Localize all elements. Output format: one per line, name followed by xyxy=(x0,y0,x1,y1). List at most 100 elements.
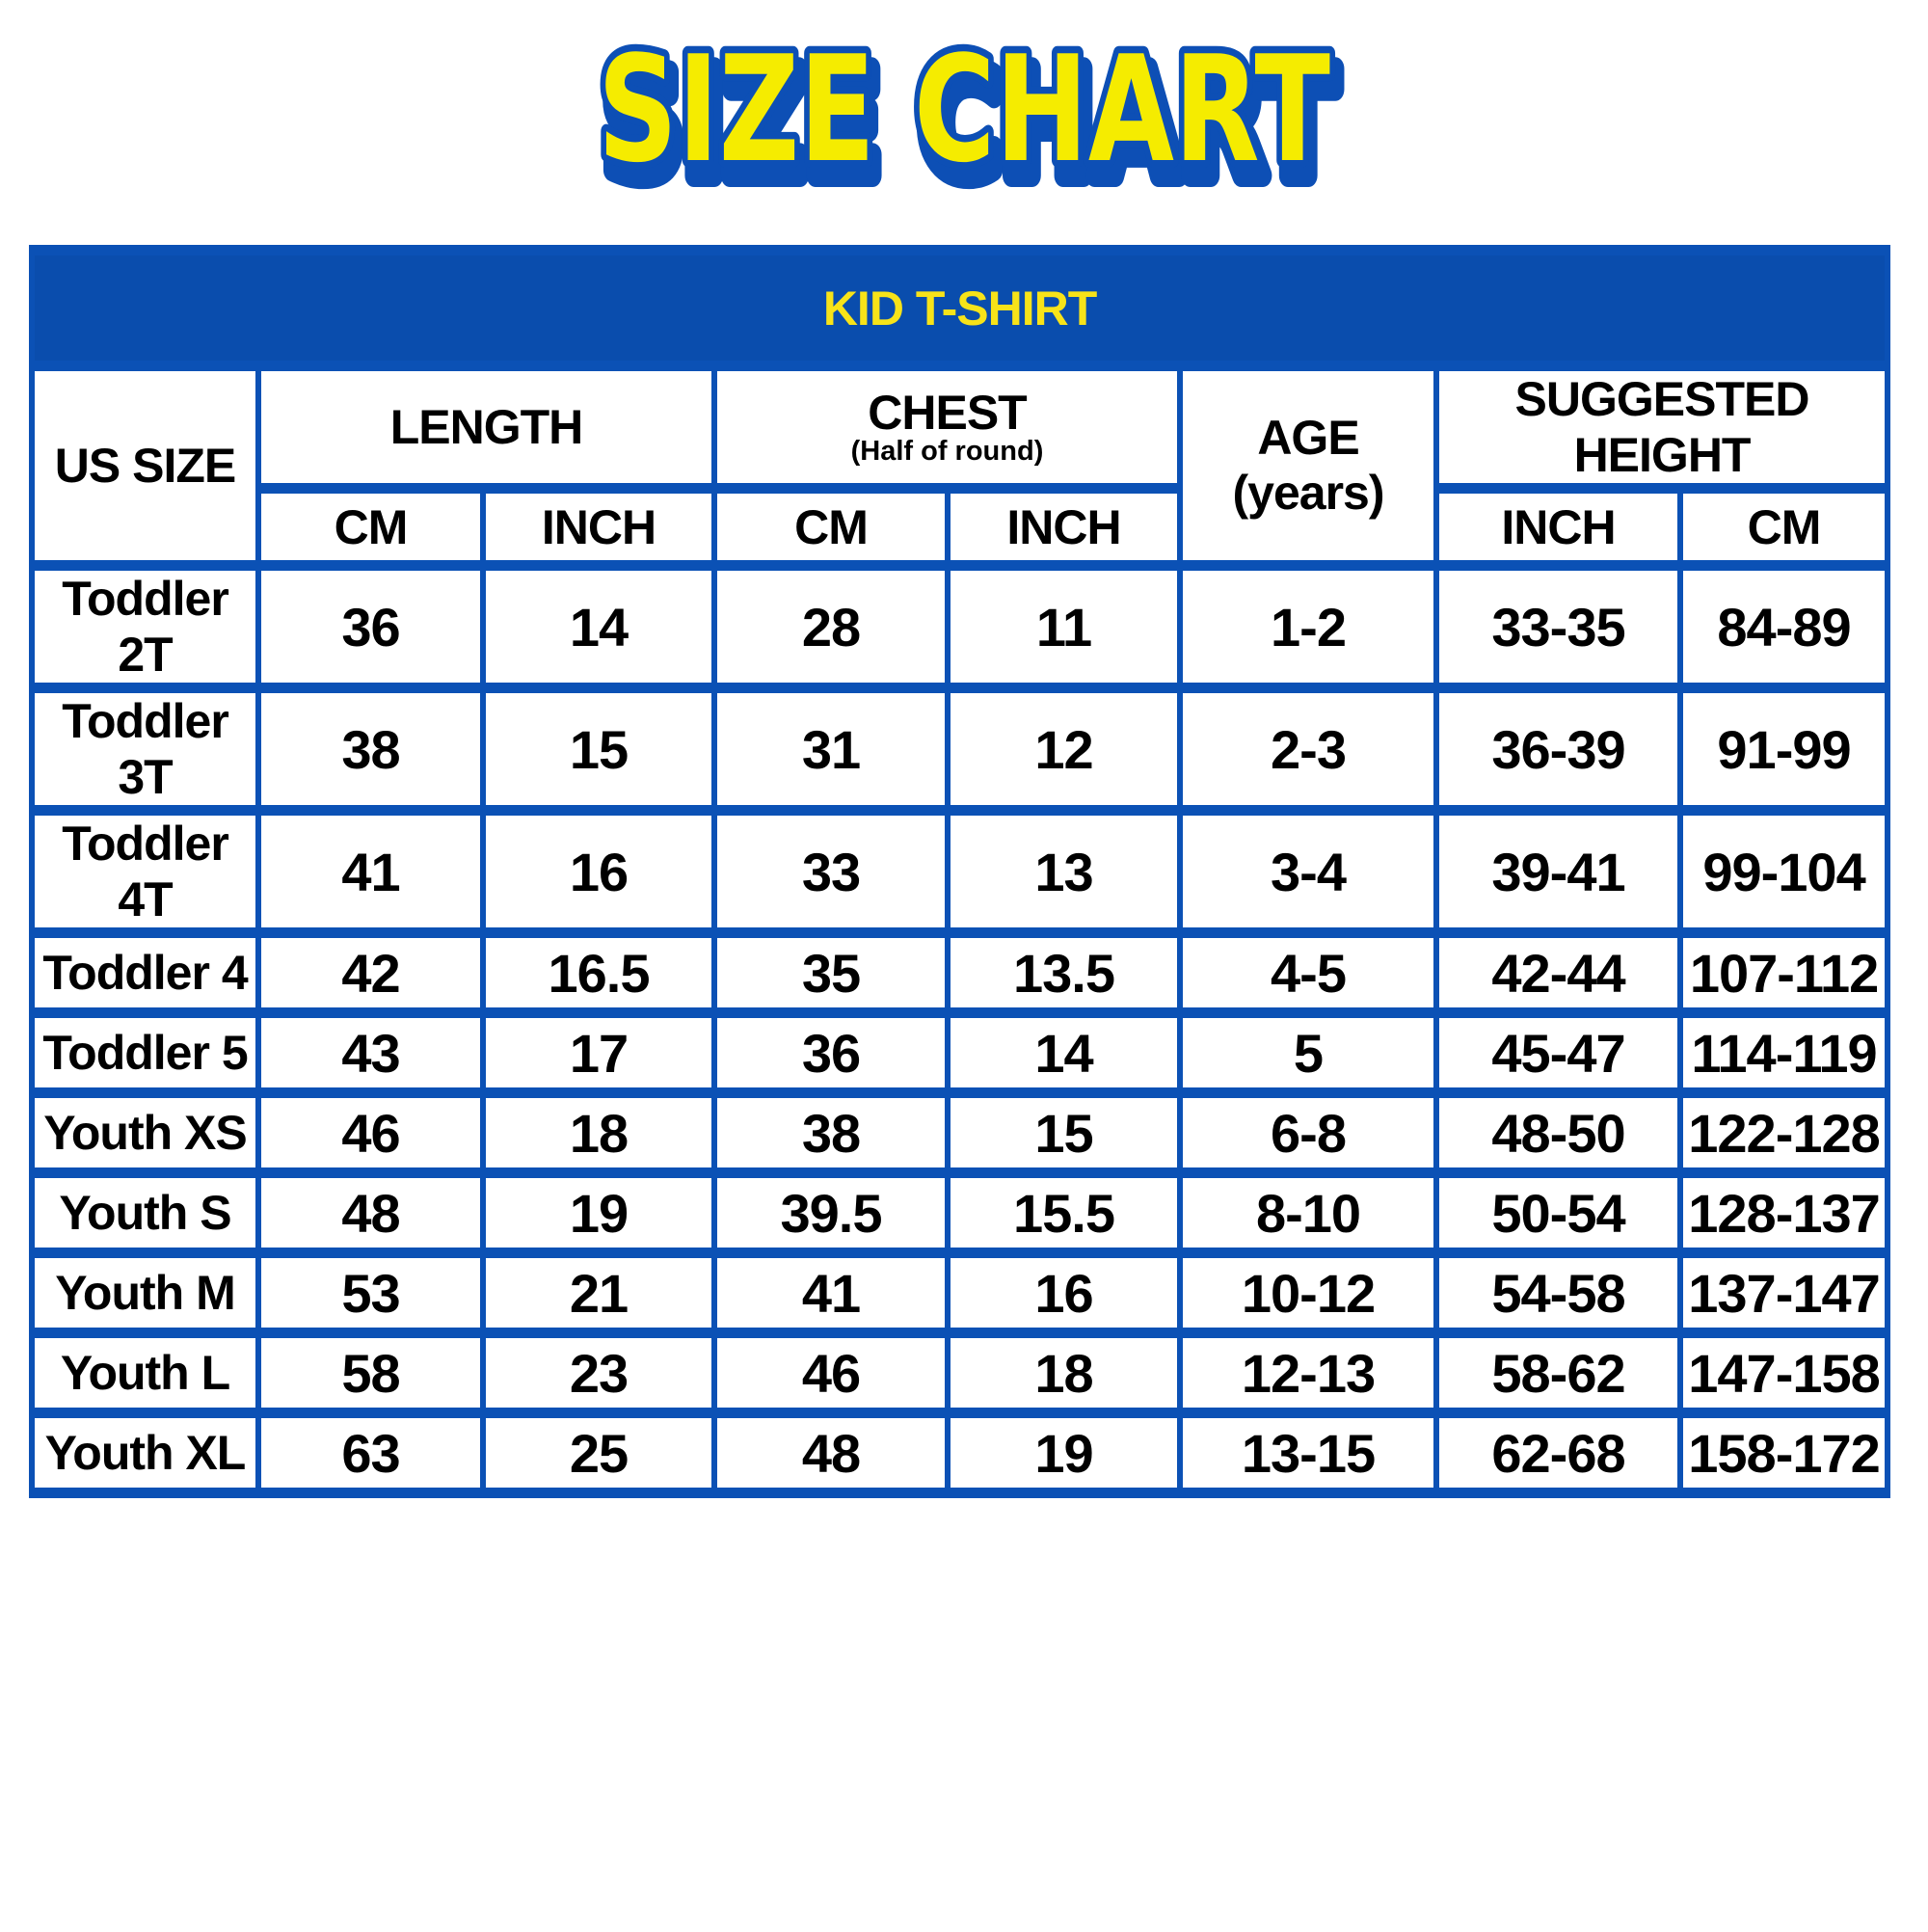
size-value-cell: 62-68 xyxy=(1433,1408,1683,1498)
title-text: SIZE CHART xyxy=(598,24,1330,195)
size-value-cell: 19 xyxy=(945,1408,1183,1498)
size-value-cell: 13-15 xyxy=(1177,1408,1439,1498)
table-row: Toddler 3T 38 15 31 12 2-3 36-39 91-99 xyxy=(29,683,1891,816)
row-label: Toddler 5 xyxy=(29,1007,261,1098)
size-value-cell: 39-41 xyxy=(1433,805,1683,938)
size-value-cell: 63 xyxy=(255,1408,486,1498)
header-length-cm: CM xyxy=(255,483,486,571)
size-value-cell: 12-13 xyxy=(1177,1328,1439,1418)
size-value-cell: 33-35 xyxy=(1433,560,1683,693)
header-age: AGE (years) xyxy=(1177,361,1439,571)
size-value-cell: 137-147 xyxy=(1676,1248,1891,1338)
size-value-cell: 38 xyxy=(255,683,486,816)
size-value-cell: 12 xyxy=(945,683,1183,816)
size-value-cell: 3-4 xyxy=(1177,805,1439,938)
header-length: LENGTH xyxy=(255,361,717,494)
size-value-cell: 45-47 xyxy=(1433,1007,1683,1098)
size-value-cell: 128-137 xyxy=(1676,1167,1891,1258)
size-value-cell: 91-99 xyxy=(1676,683,1891,816)
row-label: Youth XS xyxy=(29,1087,261,1178)
header-age-label: AGE xyxy=(1257,410,1359,465)
header-age-unit: (years) xyxy=(1232,466,1385,520)
size-value-cell: 4-5 xyxy=(1177,927,1439,1018)
size-value-cell: 48-50 xyxy=(1433,1087,1683,1178)
header-height-inch: INCH xyxy=(1433,483,1683,571)
size-value-cell: 36 xyxy=(255,560,486,693)
table-row: Toddler 5 43 17 36 14 5 45-47 114-119 xyxy=(29,1007,1891,1098)
row-label: Youth M xyxy=(29,1248,261,1338)
size-value-cell: 38 xyxy=(711,1087,951,1178)
row-label: Toddler 4T xyxy=(29,805,261,938)
size-value-cell: 46 xyxy=(255,1087,486,1178)
size-value-cell: 36-39 xyxy=(1433,683,1683,816)
row-label: Youth L xyxy=(29,1328,261,1418)
size-value-cell: 147-158 xyxy=(1676,1328,1891,1418)
header-us-size: US SIZE xyxy=(29,361,261,571)
header-length-inch: INCH xyxy=(480,483,717,571)
header-height-cm: CM xyxy=(1676,483,1891,571)
table-row: Youth XS 46 18 38 15 6-8 48-50 122-128 xyxy=(29,1087,1891,1178)
size-value-cell: 84-89 xyxy=(1676,560,1891,693)
size-value-cell: 48 xyxy=(255,1167,486,1258)
table-row: Youth S 48 19 39.5 15.5 8-10 50-54 128-137 xyxy=(29,1167,1891,1258)
size-value-cell: 8-10 xyxy=(1177,1167,1439,1258)
size-value-cell: 23 xyxy=(480,1328,717,1418)
size-value-cell: 36 xyxy=(711,1007,951,1098)
size-value-cell: 16 xyxy=(480,805,717,938)
size-value-cell: 50-54 xyxy=(1433,1167,1683,1258)
size-value-cell: 18 xyxy=(945,1328,1183,1418)
size-value-cell: 15 xyxy=(945,1087,1183,1178)
size-value-cell: 42 xyxy=(255,927,486,1018)
size-value-cell: 2-3 xyxy=(1177,683,1439,816)
size-value-cell: 58-62 xyxy=(1433,1328,1683,1418)
table-title-band: KID T-SHIRT xyxy=(28,245,1891,371)
size-value-cell: 5 xyxy=(1177,1007,1439,1098)
size-value-cell: 54-58 xyxy=(1433,1248,1683,1338)
size-value-cell: 17 xyxy=(480,1007,717,1098)
size-chart-title-graphic: SIZE CHART SIZE CHART xyxy=(591,17,1349,223)
header-row-units: CM INCH CM INCH INCH CM xyxy=(32,483,1891,571)
header-chest-cm: CM xyxy=(711,483,951,571)
size-value-cell: 48 xyxy=(711,1408,951,1498)
size-value-cell: 42-44 xyxy=(1433,927,1683,1018)
size-value-cell: 58 xyxy=(255,1328,486,1418)
header-chest: CHEST (Half of round) xyxy=(711,361,1183,494)
size-value-cell: 46 xyxy=(711,1328,951,1418)
size-value-cell: 18 xyxy=(480,1087,717,1178)
page-title-banner: SIZE CHART SIZE CHART xyxy=(0,15,1928,237)
size-value-cell: 10-12 xyxy=(1177,1248,1439,1338)
size-value-cell: 1-2 xyxy=(1177,560,1439,693)
size-value-cell: 15.5 xyxy=(945,1167,1183,1258)
size-value-cell: 21 xyxy=(480,1248,717,1338)
table-row: Youth XL 63 25 48 19 13-15 62-68 158-172 xyxy=(29,1408,1891,1498)
header-suggested-height: SUGGESTED HEIGHT xyxy=(1433,361,1891,494)
size-value-cell: 53 xyxy=(255,1248,486,1338)
table-row: Youth M 53 21 41 16 10-12 54-58 137-147 xyxy=(29,1248,1891,1338)
header-chest-label: CHEST xyxy=(868,386,1027,440)
row-label: Youth XL xyxy=(29,1408,261,1498)
size-value-cell: 107-112 xyxy=(1676,927,1891,1018)
size-value-cell: 6-8 xyxy=(1177,1087,1439,1178)
size-value-cell: 13.5 xyxy=(945,927,1183,1018)
size-value-cell: 14 xyxy=(945,1007,1183,1098)
row-label: Toddler 3T xyxy=(29,683,261,816)
table-row: Toddler 4T 41 16 33 13 3-4 39-41 99-104 xyxy=(29,805,1891,938)
size-value-cell: 14 xyxy=(480,560,717,693)
kid-tshirt-size-table: KID T-SHIRT US SIZE LENGTH CHEST (Half o… xyxy=(28,245,1891,1498)
row-label: Toddler 2T xyxy=(29,560,261,693)
size-value-cell: 35 xyxy=(711,927,951,1018)
size-value-cell: 31 xyxy=(711,683,951,816)
size-value-cell: 99-104 xyxy=(1676,805,1891,938)
size-value-cell: 114-119 xyxy=(1676,1007,1891,1098)
table-row: Toddler 2T 36 14 28 11 1-2 33-35 84-89 xyxy=(29,560,1891,693)
size-value-cell: 11 xyxy=(945,560,1183,693)
size-value-cell: 41 xyxy=(255,805,486,938)
size-value-cell: 33 xyxy=(711,805,951,938)
size-value-cell: 39.5 xyxy=(711,1167,951,1258)
size-value-cell: 13 xyxy=(945,805,1183,938)
size-value-cell: 158-172 xyxy=(1676,1408,1891,1498)
size-value-cell: 43 xyxy=(255,1007,486,1098)
row-label: Youth S xyxy=(29,1167,261,1258)
table-row: Toddler 4 42 16.5 35 13.5 4-5 42-44 107-112 xyxy=(29,927,1891,1018)
size-value-cell: 15 xyxy=(480,683,717,816)
